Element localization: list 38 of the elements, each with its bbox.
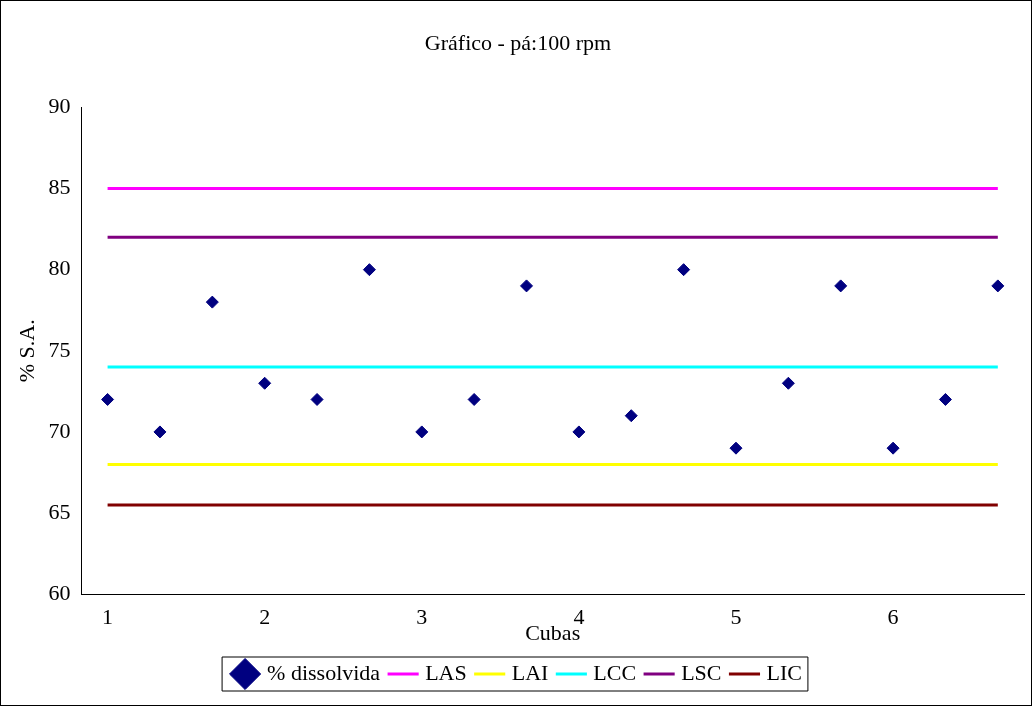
y-tick-label: 90 [48, 93, 71, 119]
x-tick-label: 5 [730, 604, 742, 630]
point [572, 425, 586, 439]
x-tick-label: 2 [259, 604, 271, 630]
y-tick-label: 70 [48, 417, 71, 443]
y-tick-label: 85 [48, 174, 71, 200]
x-tick-label: 6 [887, 604, 899, 630]
point [258, 376, 272, 390]
point [310, 392, 324, 406]
legend-label: LCC [593, 659, 637, 685]
point [677, 263, 691, 277]
point [520, 279, 534, 293]
legend-label: LAI [511, 659, 549, 685]
legend-label: LIC [766, 659, 802, 685]
point [991, 279, 1005, 293]
y-tick-label: 65 [48, 498, 71, 524]
point [101, 392, 115, 406]
x-tick-label: 1 [102, 604, 114, 630]
point [781, 376, 795, 390]
legend-label: % dissolvida [267, 659, 381, 685]
y-tick-label: 60 [48, 579, 71, 605]
y-tick-label: 80 [48, 255, 71, 281]
point [729, 441, 743, 455]
point [153, 425, 167, 439]
point [467, 392, 481, 406]
y-axis-title: % S.A. [13, 319, 39, 383]
point [834, 279, 848, 293]
point [362, 263, 376, 277]
y-tick-label: 75 [48, 336, 71, 362]
chart-title: Gráfico - pá:100 rpm [424, 29, 612, 55]
legend-label: LSC [681, 659, 722, 685]
point [886, 441, 900, 455]
point [938, 392, 952, 406]
point [205, 295, 219, 309]
legend-label: LAS [425, 659, 467, 685]
point [415, 425, 429, 439]
x-tick-label: 3 [416, 604, 428, 630]
point [624, 409, 638, 423]
